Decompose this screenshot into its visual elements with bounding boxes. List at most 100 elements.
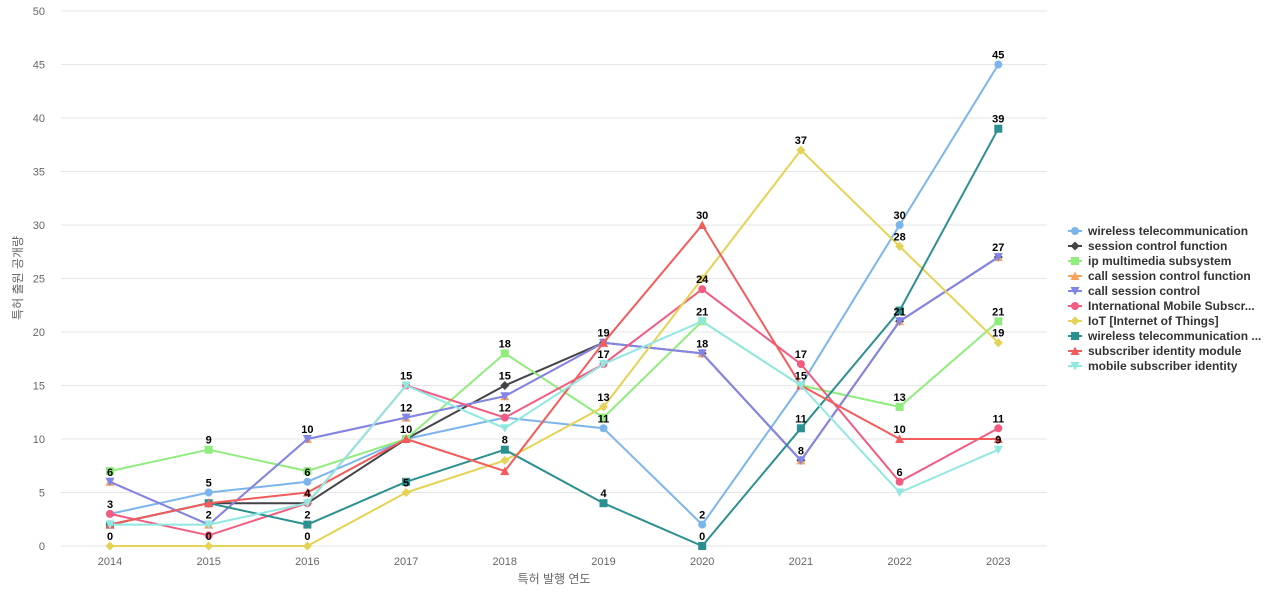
data-point[interactable] — [698, 285, 707, 294]
legend-label: International Mobile Subscr... — [1088, 299, 1255, 313]
data-point[interactable] — [895, 306, 904, 315]
series-line[interactable] — [110, 149, 999, 547]
series-line[interactable] — [109, 288, 999, 537]
data-point[interactable] — [895, 402, 904, 411]
series-line[interactable] — [109, 320, 999, 473]
data-point[interactable] — [105, 520, 115, 530]
legend-item[interactable]: ip multimedia subsystem — [1068, 254, 1231, 268]
legend-label: wireless telecommunication — [1087, 224, 1248, 238]
data-point[interactable] — [895, 434, 905, 444]
data-point[interactable] — [697, 274, 707, 283]
data-point[interactable] — [500, 349, 509, 358]
data-point[interactable] — [993, 434, 1003, 444]
x-tick-label: 2022 — [887, 556, 911, 568]
data-point[interactable] — [796, 381, 806, 391]
data-point[interactable] — [698, 542, 707, 550]
data-point[interactable] — [599, 360, 608, 369]
legend-marker — [1071, 257, 1079, 265]
data-point[interactable] — [303, 520, 312, 529]
legend-item[interactable]: wireless telecommunication ... — [1068, 329, 1261, 343]
series-line[interactable] — [109, 224, 999, 526]
legend-item[interactable]: mobile subscriber identity — [1068, 359, 1238, 373]
data-point[interactable] — [401, 434, 411, 444]
data-point[interactable] — [994, 60, 1003, 69]
y-tick-label: 0 — [39, 541, 45, 553]
data-point[interactable] — [500, 455, 510, 465]
data-point[interactable] — [204, 445, 213, 454]
data-label: 45 — [992, 50, 1004, 62]
data-point[interactable] — [500, 424, 510, 433]
data-point[interactable] — [204, 498, 214, 508]
data-point[interactable] — [994, 424, 1003, 433]
data-label: 0 — [304, 531, 310, 543]
data-point[interactable] — [204, 531, 213, 540]
data-point[interactable] — [599, 499, 608, 508]
data-point[interactable] — [401, 381, 411, 391]
data-point[interactable] — [204, 520, 214, 530]
series-line[interactable] — [110, 320, 999, 526]
data-point[interactable] — [796, 360, 805, 369]
data-point[interactable] — [302, 499, 312, 508]
data-point[interactable] — [796, 145, 806, 155]
data-point[interactable] — [303, 467, 312, 476]
data-point[interactable] — [303, 477, 312, 486]
data-point[interactable] — [204, 488, 213, 497]
data-point[interactable] — [500, 413, 509, 422]
data-point[interactable] — [402, 477, 411, 486]
data-label: 3 — [107, 499, 113, 511]
data-label: 28 — [893, 231, 905, 243]
legend-marker — [1070, 316, 1080, 326]
legend-item[interactable]: IoT [Internet of Things] — [1068, 314, 1219, 328]
data-point[interactable] — [500, 466, 510, 476]
data-point[interactable] — [401, 413, 411, 423]
data-point[interactable] — [500, 381, 510, 390]
legend-item[interactable]: session control function — [1068, 239, 1227, 253]
legend-item[interactable]: wireless telecommunication — [1068, 224, 1248, 238]
data-point[interactable] — [994, 124, 1003, 133]
data-point[interactable] — [599, 424, 608, 433]
data-point[interactable] — [599, 402, 608, 412]
data-point[interactable] — [105, 477, 115, 487]
legend-item[interactable]: call session control function — [1068, 269, 1251, 283]
data-point[interactable] — [993, 253, 1003, 262]
data-point[interactable] — [895, 317, 905, 326]
legend-label: ip multimedia subsystem — [1088, 254, 1231, 268]
data-point[interactable] — [401, 488, 411, 497]
data-point[interactable] — [302, 435, 312, 444]
data-point[interactable] — [993, 445, 1003, 455]
data-point[interactable] — [796, 456, 806, 465]
data-label: 17 — [597, 349, 609, 361]
data-point[interactable] — [302, 541, 312, 551]
data-point[interactable] — [994, 317, 1003, 326]
data-point[interactable] — [895, 221, 904, 229]
data-point[interactable] — [500, 445, 509, 454]
series-group — [106, 124, 1003, 550]
data-point[interactable] — [106, 509, 114, 518]
series-line[interactable] — [109, 256, 999, 526]
data-point[interactable] — [599, 338, 608, 347]
data-point[interactable] — [302, 488, 312, 497]
legend-item[interactable]: subscriber identity module — [1068, 344, 1242, 358]
data-point[interactable] — [895, 477, 904, 486]
data-point[interactable] — [993, 338, 1003, 348]
data-label: 13 — [893, 392, 905, 404]
data-point[interactable] — [599, 413, 608, 422]
data-point[interactable] — [796, 424, 805, 433]
series-line[interactable] — [109, 128, 1000, 547]
data-point[interactable] — [500, 392, 510, 401]
data-point[interactable] — [106, 467, 114, 476]
data-point[interactable] — [698, 520, 707, 529]
legend-item[interactable]: International Mobile Subscr... — [1068, 299, 1255, 313]
data-point[interactable] — [895, 241, 905, 251]
series-line[interactable] — [109, 63, 1000, 526]
legend-item[interactable]: call session control — [1068, 284, 1200, 298]
data-label: 10 — [301, 424, 313, 436]
data-point[interactable] — [697, 317, 707, 326]
data-point[interactable] — [105, 541, 115, 551]
data-point[interactable] — [697, 349, 707, 358]
data-point[interactable] — [895, 488, 905, 498]
data-label: 12 — [499, 403, 511, 415]
data-point[interactable] — [204, 541, 214, 551]
data-point[interactable] — [697, 220, 707, 230]
